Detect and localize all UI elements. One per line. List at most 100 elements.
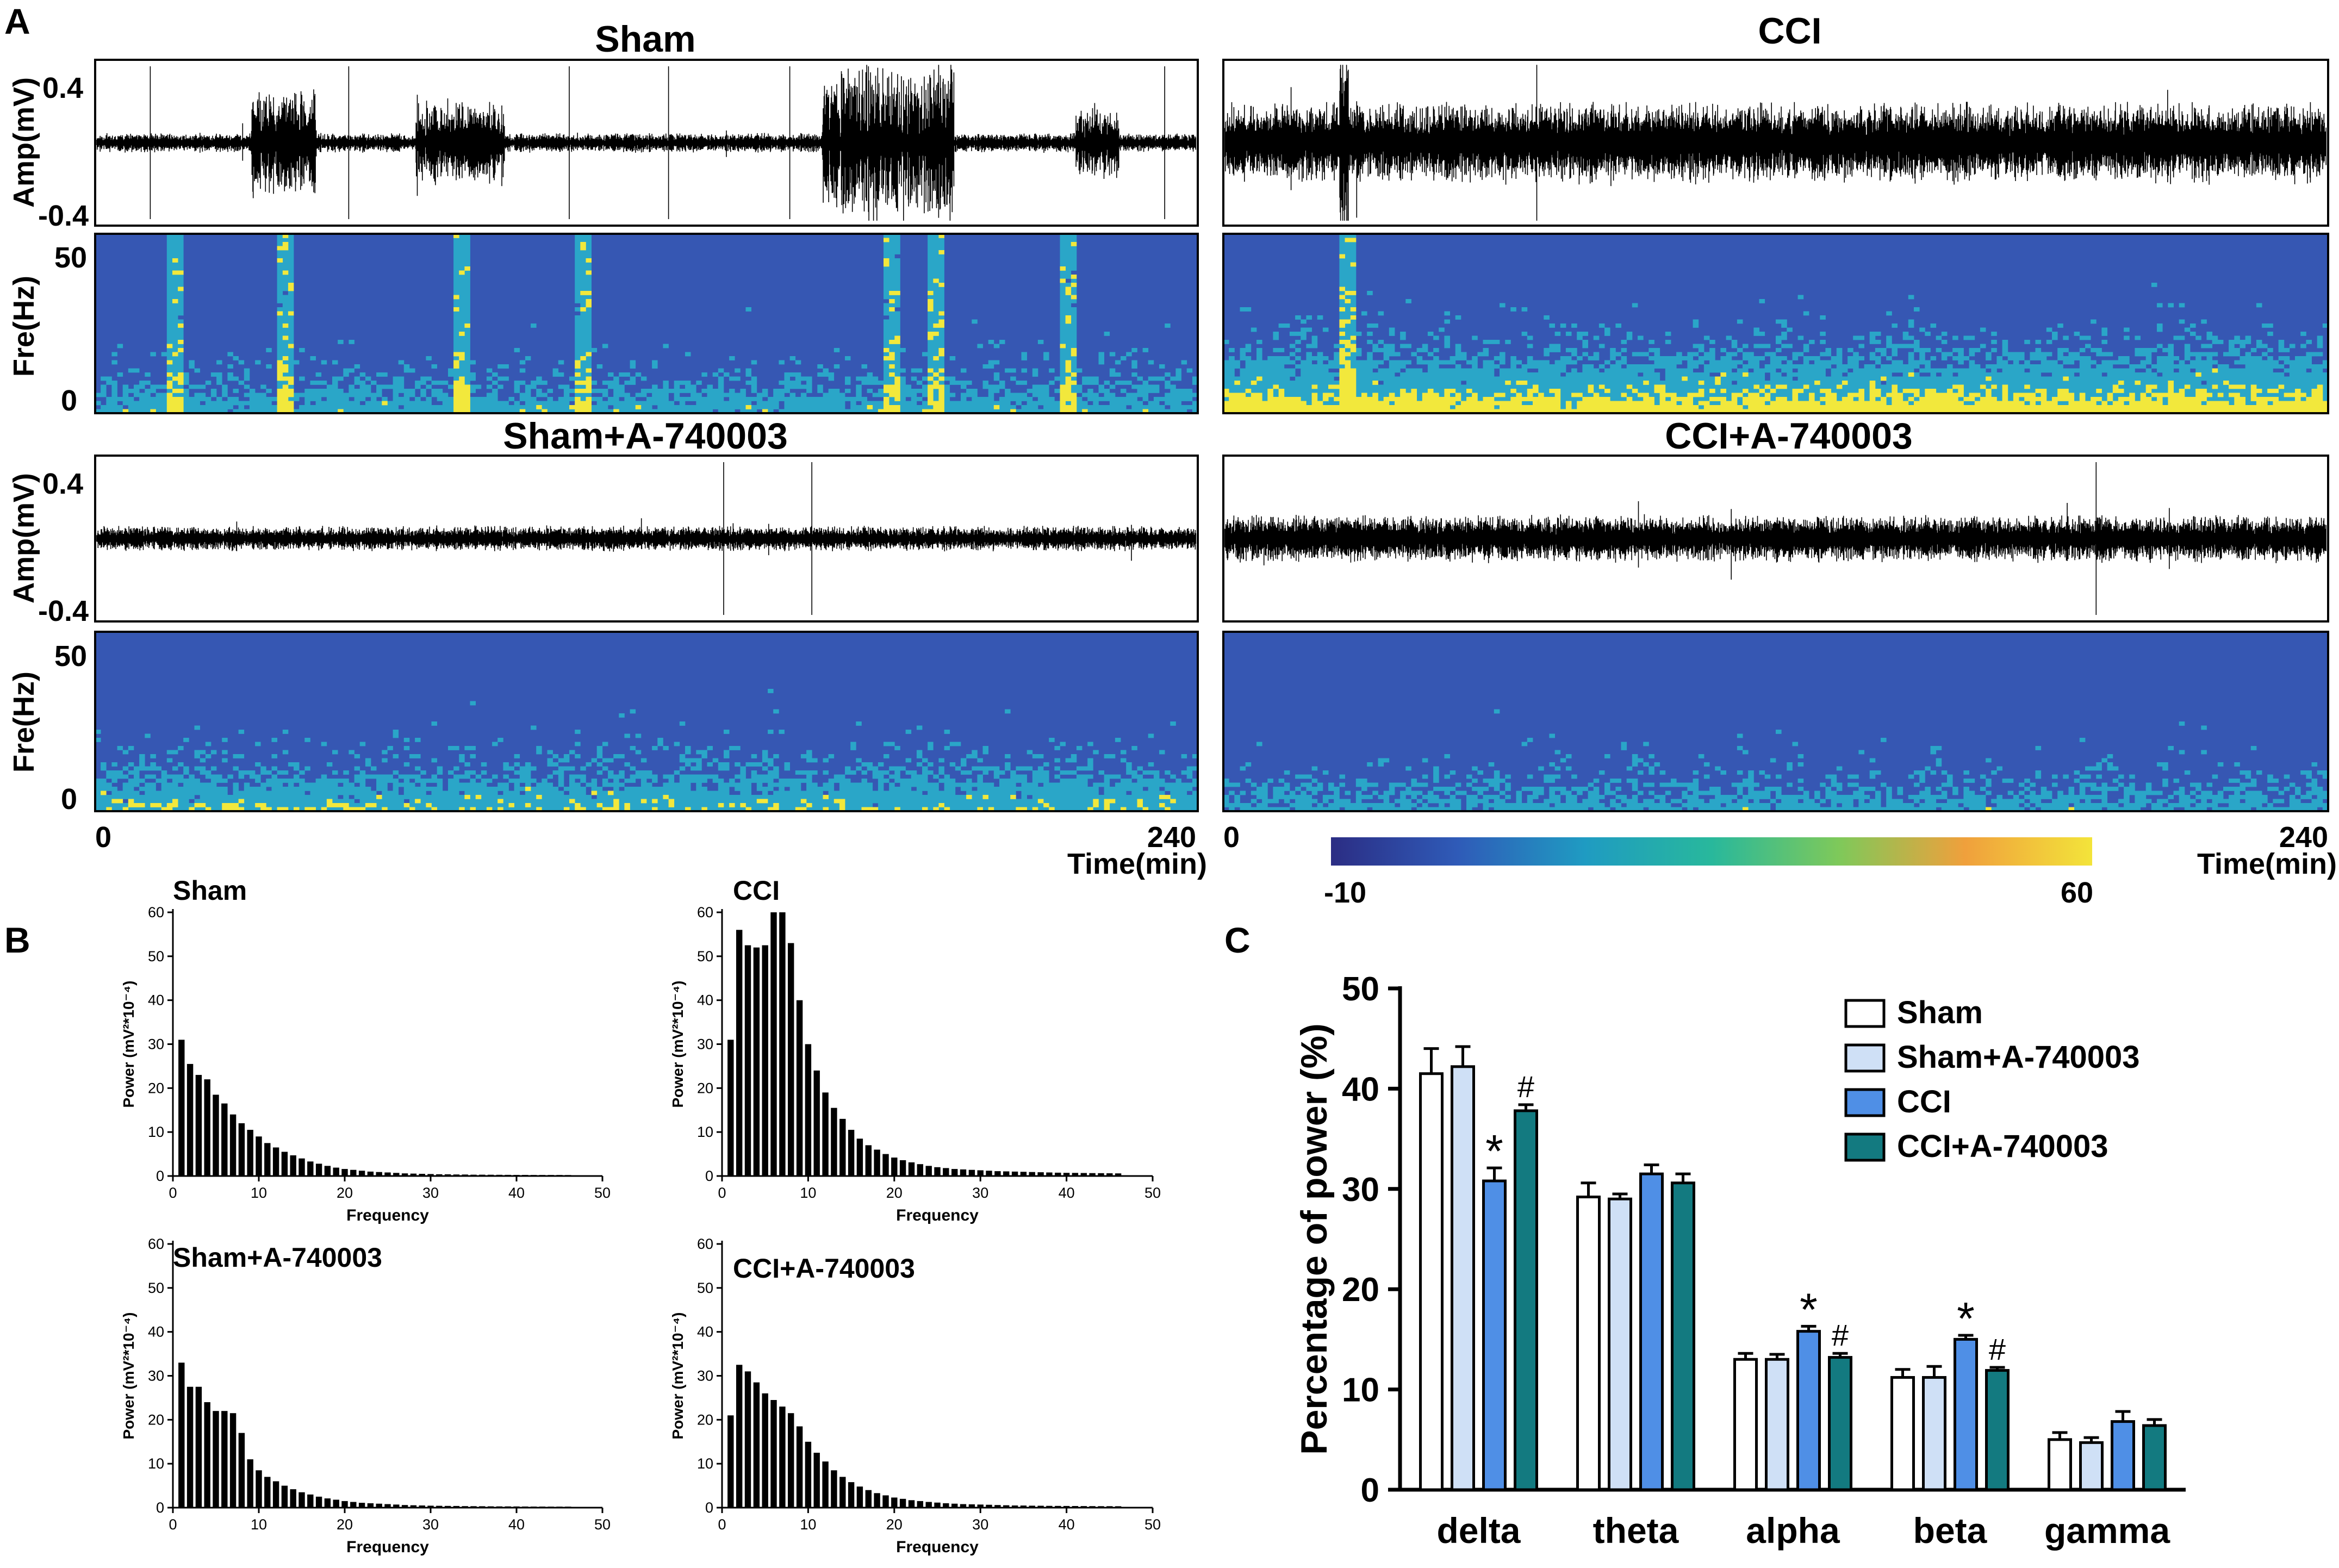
bar bbox=[384, 1172, 391, 1176]
bar bbox=[324, 1498, 331, 1508]
bar bbox=[1080, 1506, 1087, 1508]
bar bbox=[1020, 1505, 1027, 1508]
y-tick-label: 60 bbox=[148, 904, 164, 920]
x-tick-label: 20 bbox=[337, 1185, 353, 1201]
bar bbox=[1608, 1197, 1632, 1491]
bar bbox=[1063, 1505, 1070, 1508]
bar bbox=[496, 1174, 503, 1176]
significance-marker: # bbox=[1989, 1332, 2006, 1366]
legend-swatch bbox=[1844, 1133, 1886, 1162]
bar bbox=[341, 1169, 348, 1176]
colorbar bbox=[1331, 837, 2092, 866]
bar bbox=[925, 1166, 932, 1176]
x-tick-label: 50 bbox=[1144, 1185, 1161, 1201]
y-tick-label: 0 bbox=[705, 1499, 713, 1516]
x-axis-label: Frequency bbox=[896, 1538, 979, 1556]
y-tick-label: 10 bbox=[697, 1124, 713, 1140]
bar bbox=[1046, 1505, 1053, 1508]
legend-label: Sham bbox=[1897, 995, 1983, 1030]
bar bbox=[1451, 1065, 1475, 1491]
y-tick-label: 40 bbox=[148, 1324, 164, 1340]
legend-swatch bbox=[1844, 999, 1886, 1028]
x-tick-label: 50 bbox=[1144, 1516, 1161, 1533]
x-tick-label: 40 bbox=[1059, 1185, 1075, 1201]
bar bbox=[1796, 1330, 1821, 1491]
x-tick-label: 30 bbox=[422, 1185, 439, 1201]
bar bbox=[539, 1175, 546, 1176]
bar bbox=[358, 1171, 365, 1176]
bar bbox=[1055, 1172, 1061, 1176]
bar bbox=[1482, 1179, 1507, 1491]
bar bbox=[290, 1155, 296, 1176]
x-tick-label: 50 bbox=[594, 1516, 611, 1533]
bar bbox=[753, 1382, 760, 1508]
bar bbox=[994, 1171, 1001, 1176]
panel-label-b: B bbox=[4, 920, 30, 960]
bar bbox=[565, 1175, 571, 1176]
y-tick-label: 60 bbox=[148, 1236, 164, 1252]
legend-label: CCI bbox=[1897, 1084, 1951, 1119]
legend-swatch bbox=[1844, 1043, 1886, 1073]
bar bbox=[744, 1371, 751, 1508]
spectrogram-high-power bbox=[1223, 238, 2329, 414]
bar bbox=[444, 1505, 451, 1508]
bar bbox=[419, 1505, 425, 1508]
bar bbox=[410, 1173, 417, 1176]
x-axis-label: Frequency bbox=[346, 1538, 429, 1556]
bar bbox=[865, 1145, 872, 1176]
bar bbox=[204, 1402, 210, 1508]
bar bbox=[1003, 1505, 1010, 1508]
bar bbox=[727, 1415, 734, 1508]
bar bbox=[539, 1507, 546, 1508]
spectrogram-mid-power bbox=[1223, 234, 2329, 409]
y-tick-label: 30 bbox=[697, 1036, 713, 1053]
time-label-right: Time(min) bbox=[2197, 848, 2337, 880]
y-axis-label: Power (mV²*10⁻⁴) bbox=[120, 1312, 137, 1439]
group-title-cci-a740003: CCI+A-740003 bbox=[1665, 415, 1912, 457]
group-title-sham-a740003: Sham+A-740003 bbox=[503, 415, 788, 457]
bar bbox=[1639, 1172, 1664, 1491]
legend-label: Sham+A-740003 bbox=[1897, 1040, 2140, 1075]
spectrogram-frame-sham-a740003 bbox=[94, 631, 1199, 812]
bar bbox=[522, 1506, 528, 1508]
bar bbox=[822, 1092, 829, 1176]
bar bbox=[453, 1174, 460, 1176]
bar bbox=[315, 1163, 322, 1176]
bar bbox=[960, 1169, 967, 1176]
bar bbox=[1011, 1171, 1018, 1176]
chart-title: CCI bbox=[733, 875, 780, 906]
power-spectrum-cci-a740003: 0 10 20 30 40 50 60 0 10 20 30 40 50 CCI+A-740003 Freq… bbox=[669, 1236, 1161, 1556]
eeg-trace bbox=[96, 65, 1196, 221]
eeg-trace bbox=[1224, 462, 2326, 615]
bar bbox=[788, 1413, 794, 1508]
bar bbox=[195, 1386, 202, 1508]
power-spectrum-sham: 0 10 20 30 40 50 60 0 10 20 30 40 50 Sham Frequency Pow… bbox=[120, 875, 611, 1224]
bar bbox=[401, 1173, 408, 1176]
y-tick-label: 40 bbox=[697, 1324, 713, 1340]
bar bbox=[307, 1494, 314, 1508]
bar bbox=[1106, 1506, 1113, 1508]
bar bbox=[229, 1114, 237, 1176]
bar bbox=[1011, 1505, 1018, 1508]
x-tick-label: 10 bbox=[251, 1516, 267, 1533]
bar bbox=[419, 1174, 425, 1176]
bar bbox=[1828, 1356, 1852, 1491]
bar bbox=[796, 1000, 803, 1176]
bar bbox=[2079, 1441, 2104, 1491]
y-tick-label: 50 bbox=[148, 1280, 164, 1296]
bar bbox=[986, 1504, 992, 1508]
bar bbox=[1072, 1173, 1079, 1176]
time-label-left: Time(min) bbox=[1067, 848, 1207, 880]
bar bbox=[204, 1079, 210, 1176]
x-tick-label: 50 bbox=[594, 1185, 611, 1201]
amp-axis-label-bottom: Amp(mV) bbox=[8, 473, 40, 603]
bar bbox=[2111, 1420, 2135, 1491]
x-tick-label: 10 bbox=[800, 1185, 816, 1201]
bar bbox=[324, 1166, 331, 1176]
y-tick-label: 0 bbox=[705, 1168, 713, 1184]
significance-marker: # bbox=[1517, 1069, 1534, 1104]
y-tick-label: 0 bbox=[156, 1499, 164, 1516]
bar bbox=[436, 1505, 443, 1508]
bar bbox=[994, 1505, 1001, 1508]
y-tick-label: 20 bbox=[148, 1080, 164, 1096]
